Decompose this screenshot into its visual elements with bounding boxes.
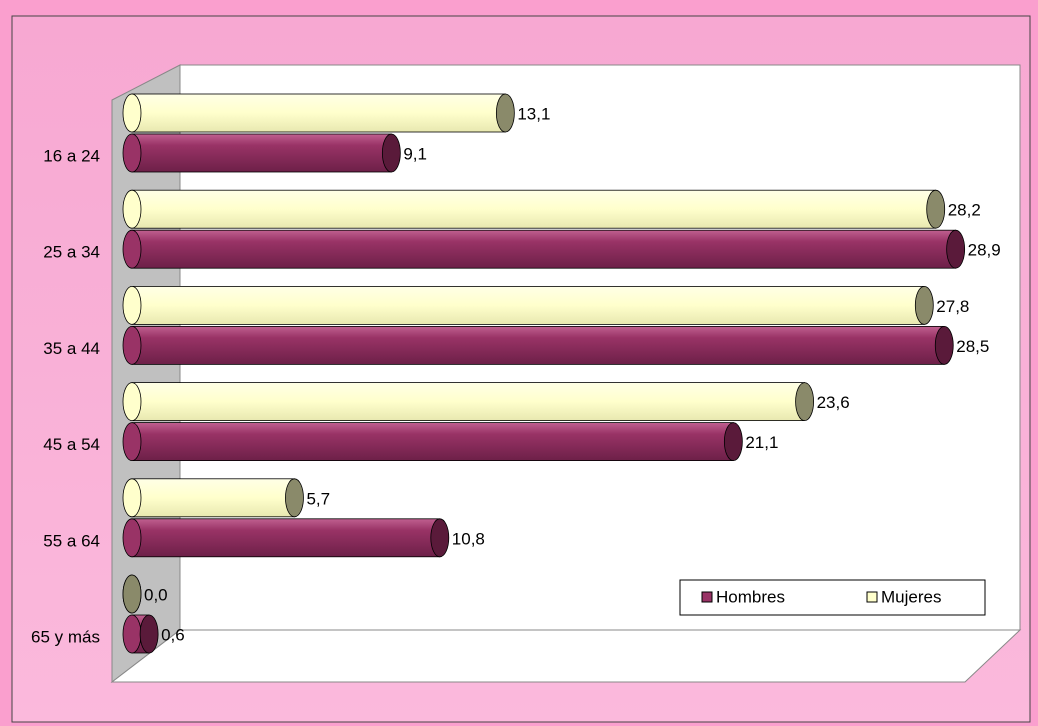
bar-end <box>285 478 304 518</box>
legend-swatch <box>701 591 713 603</box>
data-label: 0,0 <box>144 585 168 604</box>
bar-start <box>122 189 142 229</box>
bar-start <box>122 285 142 325</box>
bar-start <box>122 422 142 462</box>
bar-end <box>122 574 142 614</box>
y-tick-label: 16 a 24 <box>43 146 100 165</box>
bar-end <box>723 422 743 462</box>
y-tick-label: 35 a 44 <box>43 339 100 358</box>
legend <box>679 579 986 616</box>
bar-start <box>122 518 142 558</box>
bar <box>131 229 957 269</box>
floor <box>110 629 1022 683</box>
bar-end <box>946 229 966 269</box>
data-label: 27,8 <box>936 297 969 316</box>
data-label: 28,9 <box>968 241 1001 260</box>
data-label: 21,1 <box>745 433 778 452</box>
data-label: 28,2 <box>948 201 981 220</box>
data-label: 10,8 <box>452 529 485 548</box>
bar <box>131 133 392 173</box>
bar-end <box>926 189 946 229</box>
data-label: 9,1 <box>403 144 427 163</box>
data-label: 5,7 <box>306 489 330 508</box>
bar-end <box>914 285 934 325</box>
bar-end <box>795 382 814 422</box>
bar <box>131 325 945 365</box>
bar <box>131 93 506 133</box>
bar-end <box>495 93 515 133</box>
bar-end <box>430 518 450 558</box>
legend-label: Mujeres <box>881 587 941 606</box>
bar-start <box>122 133 142 173</box>
legend-label: Hombres <box>716 587 785 606</box>
bar-end <box>139 614 159 654</box>
bar-start <box>122 325 142 365</box>
y-tick-label: 65 y más <box>31 627 100 646</box>
bar-start <box>122 614 142 654</box>
bar <box>131 189 937 229</box>
bar <box>131 478 295 518</box>
legend-swatch <box>866 591 878 603</box>
y-tick-label: 55 a 64 <box>43 531 100 550</box>
bar <box>131 422 734 462</box>
data-label: 13,1 <box>517 104 550 123</box>
bar-start <box>122 229 142 269</box>
y-tick-label: 25 a 34 <box>43 243 100 262</box>
data-label: 28,5 <box>956 337 989 356</box>
bar-start <box>122 478 142 518</box>
bar <box>131 518 441 558</box>
y-tick-label: 45 a 54 <box>43 435 100 454</box>
bar-end <box>934 325 954 365</box>
bar <box>131 382 805 422</box>
bar-start <box>122 93 142 133</box>
bar <box>131 285 925 325</box>
data-label: 23,6 <box>817 393 850 412</box>
data-label: 0,6 <box>161 625 185 644</box>
bar-end <box>381 133 401 173</box>
bar-start <box>122 382 142 422</box>
